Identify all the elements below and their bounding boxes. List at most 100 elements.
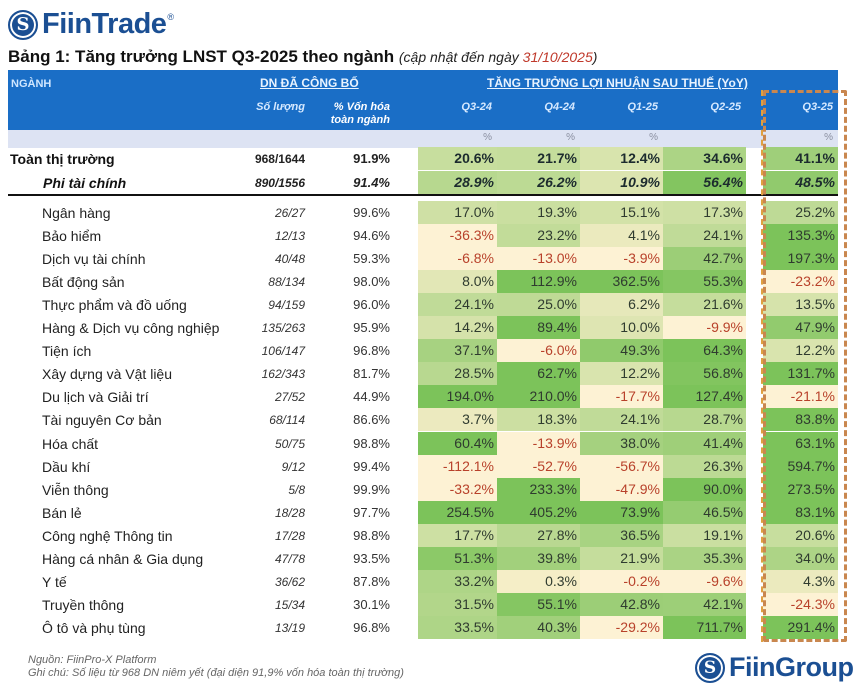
growth-cell-q3-25: 41.1% bbox=[763, 147, 838, 170]
market-cap-coverage: 96.8% bbox=[353, 619, 390, 635]
growth-cell-q3-25: 63.1% bbox=[763, 431, 838, 455]
market-cap-coverage: 81.7% bbox=[353, 366, 390, 382]
header-sector: NGÀNH bbox=[11, 78, 52, 90]
sector-row: Hàng cá nhân & Gia dụng 47/78 93.5% 51.3% 39… bbox=[8, 546, 838, 570]
growth-cell-q1-25: 4.1% bbox=[580, 224, 663, 248]
reported-count: 12/13 bbox=[274, 229, 305, 244]
growth-cell-q3-24: 254.5% bbox=[418, 500, 497, 524]
growth-cell-q4-24: -13.9% bbox=[497, 431, 580, 455]
growth-cell-q3-24: 60.4% bbox=[418, 431, 497, 455]
reported-count: 50/75 bbox=[274, 436, 305, 451]
footer-notes: Nguồn: FiinPro-X Platform Ghi chú: Số li… bbox=[28, 654, 404, 680]
growth-cell-q4-24: 405.2% bbox=[497, 500, 580, 524]
market-cap-coverage: 44.9% bbox=[353, 389, 390, 405]
sector-name: Bất động sản bbox=[42, 274, 125, 291]
growth-cell-q1-25: 36.5% bbox=[580, 523, 663, 547]
growth-cell-q4-24: 18.3% bbox=[497, 408, 580, 432]
growth-cell-q2-25: 17.3% bbox=[663, 201, 746, 224]
growth-cell-q1-25: 12.2% bbox=[580, 362, 663, 386]
growth-cell-q2-25: 711.7% bbox=[663, 615, 746, 639]
growth-cell-q3-24: 28.5% bbox=[418, 362, 497, 386]
growth-cell-q2-25: 42.1% bbox=[663, 592, 746, 616]
growth-cell-q4-24: 19.3% bbox=[497, 201, 580, 224]
growth-cell-q2-25: 55.3% bbox=[663, 270, 746, 294]
growth-cell-q1-25: -3.9% bbox=[580, 247, 663, 271]
market-cap-coverage: 96.0% bbox=[353, 297, 390, 313]
growth-cell-q3-24: 24.1% bbox=[418, 293, 497, 317]
growth-cell-q4-24: 27.8% bbox=[497, 523, 580, 547]
growth-cell-q3-24: 17.7% bbox=[418, 523, 497, 547]
growth-cell-q3-25: -23.2% bbox=[763, 270, 838, 294]
reported-count: 27/52 bbox=[274, 390, 305, 405]
sector-row: Hóa chất 50/75 98.8% 60.4% -13.9% 38.0% 41.4% 6… bbox=[8, 431, 838, 455]
sector-name: Tài nguyên Cơ bản bbox=[42, 412, 162, 429]
growth-cell-q4-24: 210.0% bbox=[497, 385, 580, 409]
sector-row: Bảo hiểm 12/13 94.6% -36.3% 23.2% 4.1% 24.1% 13… bbox=[8, 224, 838, 248]
growth-cell-q4-24: 39.8% bbox=[497, 546, 580, 570]
growth-cell-q2-25: 19.1% bbox=[663, 523, 746, 547]
sector-name: Toàn thị trường bbox=[10, 151, 115, 167]
growth-cell-q1-25: 6.2% bbox=[580, 293, 663, 317]
growth-cell-q1-25: 15.1% bbox=[580, 201, 663, 224]
sector-row: Y tế 36/62 87.8% 33.2% 0.3% -0.2% -9.6% 4.3% bbox=[8, 569, 838, 593]
sector-row: Tiện ích 106/147 96.8% 37.1% -6.0% 49.3% 64.3%… bbox=[8, 339, 838, 363]
growth-cell-q3-25: -21.1% bbox=[763, 385, 838, 409]
market-cap-coverage: 99.4% bbox=[353, 458, 390, 474]
growth-cell-q3-24: 17.0% bbox=[418, 201, 497, 224]
sector-name: Phi tài chính bbox=[43, 175, 127, 191]
market-cap-coverage: 99.6% bbox=[353, 205, 390, 220]
growth-cell-q1-25: 362.5% bbox=[580, 270, 663, 294]
reported-count: 106/147 bbox=[261, 344, 305, 359]
growth-cell-q1-25: 49.3% bbox=[580, 339, 663, 363]
reported-count: 26/27 bbox=[274, 206, 305, 220]
sector-row: Viễn thông 5/8 99.9% -33.2% 233.3% -47.9% 90.0… bbox=[8, 477, 838, 501]
header-group-growth: TĂNG TRƯỞNG LỢI NHUẬN SAU THUẾ (YoY) bbox=[487, 76, 748, 90]
total-market-row: Toàn thị trường 968/1644 91.9% 20.6% 21.7% 12… bbox=[8, 147, 838, 170]
growth-cell-q4-24: 21.7% bbox=[497, 147, 580, 170]
market-cap-coverage: 94.6% bbox=[353, 228, 390, 244]
growth-cell-q2-25: 64.3% bbox=[663, 339, 746, 363]
fiintrade-logo: S FiinTrade ® bbox=[8, 8, 174, 41]
growth-cell-q2-25: -9.6% bbox=[663, 569, 746, 593]
growth-cell-q3-25: -24.3% bbox=[763, 592, 838, 616]
growth-cell-q4-24: 26.2% bbox=[497, 171, 580, 194]
fiintrade-wordmark: FiinTrade bbox=[42, 8, 167, 40]
growth-cell-q3-24: 8.0% bbox=[418, 270, 497, 294]
sector-row: Ô tô và phụ tùng 13/19 96.8% 33.5% 40.3% -29.… bbox=[8, 615, 838, 639]
reported-count: 94/159 bbox=[268, 298, 305, 313]
sector-row: Tài nguyên Cơ bản 68/114 86.6% 3.7% 18.3% 24.… bbox=[8, 408, 838, 432]
reported-count: 9/12 bbox=[281, 459, 305, 474]
fiingroup-wordmark: FiinGroup bbox=[729, 652, 854, 682]
sector-name: Y tế bbox=[42, 573, 67, 590]
sector-name: Dầu khí bbox=[42, 458, 91, 475]
update-date: 31/10/2025 bbox=[522, 49, 593, 65]
growth-cell-q2-25: 127.4% bbox=[663, 385, 746, 409]
sector-row: Du lịch và Giải trí 27/52 44.9% 194.0% 210.0… bbox=[8, 385, 838, 409]
header-quarter: Q1-25 bbox=[627, 101, 658, 113]
fiin-s-logo-icon: S bbox=[695, 652, 725, 683]
growth-cell-q2-25: 34.6% bbox=[663, 147, 746, 170]
growth-cell-q2-25: 56.4% bbox=[663, 171, 746, 194]
sector-name: Bán lẻ bbox=[42, 504, 82, 521]
unit-row: % % % % bbox=[8, 130, 838, 148]
growth-cell-q3-25: 83.1% bbox=[763, 500, 838, 524]
growth-cell-q2-25: 24.1% bbox=[663, 224, 746, 248]
growth-cell-q3-25: 273.5% bbox=[763, 477, 838, 501]
table-header: NGÀNH DN ĐÃ CÔNG BỐ Số lượng % Vốn hóa to… bbox=[8, 70, 838, 130]
sector-name: Hàng cá nhân & Gia dụng bbox=[42, 550, 204, 567]
subtitle-suffix: ) bbox=[592, 49, 598, 65]
header-quarter: Q3-24 bbox=[461, 101, 492, 113]
growth-cell-q1-25: 38.0% bbox=[580, 431, 663, 455]
unit-label: % bbox=[649, 132, 658, 143]
reported-count: 88/134 bbox=[268, 275, 305, 290]
table-title-main: Bảng 1: Tăng trưởng LNST Q3-2025 theo ng… bbox=[8, 47, 395, 66]
sector-name: Dịch vụ tài chính bbox=[42, 251, 146, 268]
sector-name: Xây dựng và Vật liệu bbox=[42, 366, 173, 383]
non-financial-row: Phi tài chính 890/1556 91.4% 28.9% 26.2% 10.9… bbox=[8, 171, 838, 194]
growth-cell-q3-25: 25.2% bbox=[763, 201, 838, 224]
remark-note: Ghi chú: Số liệu từ 968 DN niêm yết (đại… bbox=[28, 667, 404, 679]
reported-count: 890/1556 bbox=[254, 176, 305, 190]
growth-cell-q3-25: 131.7% bbox=[763, 362, 838, 386]
growth-cell-q3-24: 51.3% bbox=[418, 546, 497, 570]
growth-cell-q1-25: 10.9% bbox=[580, 171, 663, 194]
